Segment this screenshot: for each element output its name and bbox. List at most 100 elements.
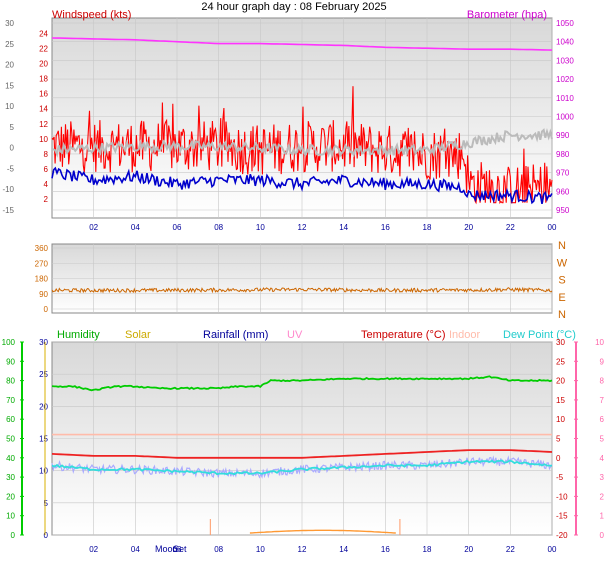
p1-x-tick-label: 14 bbox=[339, 223, 348, 232]
temperature-tick-label: 10 bbox=[556, 415, 565, 424]
humidity-tick-label: 30 bbox=[6, 473, 15, 482]
uv-tick-label: 6 bbox=[600, 415, 605, 424]
direction-tick-label: 0 bbox=[44, 305, 49, 314]
outer-tick-label: 20 bbox=[5, 61, 14, 70]
direction-tick-label: 270 bbox=[35, 259, 49, 268]
baro-tick-label: 950 bbox=[556, 206, 570, 215]
p3-x-tick-label: 18 bbox=[423, 545, 432, 554]
uv-tick-label: 10 bbox=[595, 338, 604, 347]
wind-average-line bbox=[51, 166, 553, 205]
windspeed-axis-label: Windspeed (kts) bbox=[52, 9, 131, 21]
p3-x-tick-label: 00 bbox=[548, 545, 557, 554]
temperature-tick-label: -10 bbox=[556, 492, 568, 501]
uv-tick-label: 4 bbox=[600, 454, 605, 463]
p1-x-tick-label: 04 bbox=[131, 223, 140, 232]
p1-x-tick-label: 20 bbox=[464, 223, 473, 232]
humidity-tick-label: 70 bbox=[6, 396, 15, 405]
outer-tick-label: 10 bbox=[5, 102, 14, 111]
baro-tick-label: 1010 bbox=[556, 94, 574, 103]
baro-tick-label: 1000 bbox=[556, 113, 574, 122]
temperature-tick-label: 25 bbox=[556, 357, 565, 366]
humidity-tick-label: 20 bbox=[6, 492, 15, 501]
rain-tick-label: 0 bbox=[44, 531, 49, 540]
direction-tick-label: 90 bbox=[39, 290, 48, 299]
solar-line bbox=[249, 529, 396, 534]
p3-x-tick-label: 10 bbox=[256, 545, 265, 554]
legend-dewpoint: Dew Point (°C) bbox=[503, 329, 576, 341]
temperature-tick-label: -5 bbox=[556, 473, 564, 482]
barometer-line bbox=[51, 37, 553, 51]
compass-tick-label: W bbox=[557, 257, 568, 269]
p3-x-tick-label: 02 bbox=[89, 545, 98, 554]
outer-tick-label: -5 bbox=[7, 164, 15, 173]
p3-x-tick-label: 20 bbox=[464, 545, 473, 554]
humidity-tick-label: 40 bbox=[6, 454, 15, 463]
humidity-tick-label: 100 bbox=[2, 338, 16, 347]
temperature-tick-label: -15 bbox=[556, 512, 568, 521]
outer-tick-label: 30 bbox=[5, 19, 14, 28]
wind-tick-label: 6 bbox=[44, 165, 49, 174]
wind-speed-line bbox=[51, 86, 553, 205]
p1-x-tick-label: 22 bbox=[506, 223, 515, 232]
barometer-axis-label: Barometer (hpa) bbox=[467, 9, 547, 21]
direction-tick-label: 180 bbox=[35, 275, 49, 284]
humidity-line bbox=[51, 375, 553, 392]
legend-solar: Solar bbox=[125, 329, 151, 341]
humidity-tick-label: 60 bbox=[6, 415, 15, 424]
temperature-tick-label: 20 bbox=[556, 377, 565, 386]
baro-tick-label: 1040 bbox=[556, 38, 574, 47]
p3-x-tick-label: 22 bbox=[506, 545, 515, 554]
wind-tick-label: 8 bbox=[44, 150, 49, 159]
legend-indoor: Indoor bbox=[449, 329, 481, 341]
humidity-tick-label: 10 bbox=[6, 512, 15, 521]
p3-x-tick-label: 16 bbox=[381, 545, 390, 554]
rain-tick-label: 15 bbox=[39, 435, 48, 444]
temperature-line bbox=[51, 449, 553, 459]
uv-tick-label: 8 bbox=[600, 377, 605, 386]
outer-tick-label: 15 bbox=[5, 81, 14, 90]
set-label: Set bbox=[173, 544, 187, 554]
wind-tick-label: 12 bbox=[39, 120, 48, 129]
wind-direction-grey-line bbox=[51, 128, 553, 160]
p3-x-tick-label: 14 bbox=[339, 545, 348, 554]
p1-x-tick-label: 10 bbox=[256, 223, 265, 232]
uv-tick-label: 3 bbox=[600, 473, 605, 482]
outer-tick-label: -10 bbox=[2, 185, 14, 194]
p1-x-tick-label: 08 bbox=[214, 223, 223, 232]
wind-tick-label: 10 bbox=[39, 135, 48, 144]
baro-tick-label: 980 bbox=[556, 150, 570, 159]
legend-rainfall: Rainfall (mm) bbox=[203, 329, 268, 341]
temperature-tick-label: 0 bbox=[556, 454, 561, 463]
direction-tick-label: 360 bbox=[35, 244, 49, 253]
outer-tick-label: 25 bbox=[5, 40, 14, 49]
humidity-tick-label: 80 bbox=[6, 377, 15, 386]
p3-x-tick-label: 06 bbox=[173, 545, 182, 554]
rain-tick-label: 5 bbox=[44, 499, 49, 508]
humidity-tick-label: 0 bbox=[11, 531, 16, 540]
baro-tick-label: 960 bbox=[556, 187, 570, 196]
uv-tick-label: 7 bbox=[600, 396, 605, 405]
wind-tick-label: 2 bbox=[44, 195, 49, 204]
baro-tick-label: 1020 bbox=[556, 75, 574, 84]
p1-x-tick-label: 16 bbox=[381, 223, 390, 232]
rain-tick-label: 10 bbox=[39, 467, 48, 476]
outer-tick-label: 5 bbox=[10, 123, 15, 132]
wind-tick-label: 22 bbox=[39, 45, 48, 54]
baro-tick-label: 990 bbox=[556, 131, 570, 140]
p1-x-tick-label: 12 bbox=[298, 223, 307, 232]
wind-tick-label: 18 bbox=[39, 75, 48, 84]
p3-x-tick-label: 04 bbox=[131, 545, 140, 554]
uv-tick-label: 2 bbox=[600, 492, 605, 501]
uv-tick-label: 1 bbox=[600, 512, 605, 521]
outer-tick-label: -15 bbox=[2, 206, 14, 215]
baro-tick-label: 970 bbox=[556, 169, 570, 178]
compass-tick-label: E bbox=[558, 292, 565, 304]
temperature-tick-label: 15 bbox=[556, 396, 565, 405]
wind-direction-line bbox=[51, 286, 553, 294]
wind-tick-label: 14 bbox=[39, 105, 48, 114]
rain-tick-label: 30 bbox=[39, 338, 48, 347]
humidity-tick-label: 50 bbox=[6, 435, 15, 444]
temperature-tick-label: 30 bbox=[556, 338, 565, 347]
humidity-tick-label: 90 bbox=[6, 357, 15, 366]
